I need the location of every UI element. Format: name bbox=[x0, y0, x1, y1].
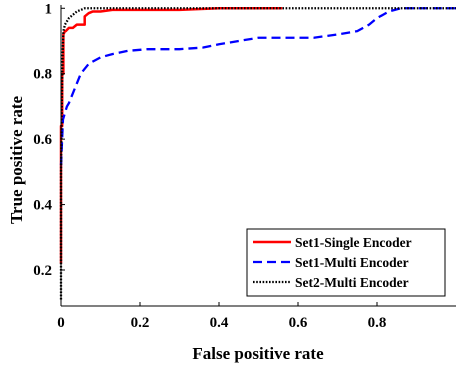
legend-label-1: Set1-Single Encoder bbox=[295, 235, 412, 250]
x-tick-label: 0.4 bbox=[210, 315, 229, 331]
y-tick-label: 1 bbox=[45, 1, 53, 17]
series-line-3 bbox=[59, 7, 456, 300]
legend: Set1-Single Encoder Set1-Multi Encoder Set… bbox=[246, 228, 446, 297]
y-axis-title: True positive rate bbox=[7, 96, 26, 225]
x-tick-label: 0.2 bbox=[131, 315, 150, 331]
y-tick-label: 0.8 bbox=[33, 67, 52, 83]
y-tick-label: 0.2 bbox=[33, 263, 52, 279]
series-line-2 bbox=[59, 7, 456, 166]
x-tick-label: 0 bbox=[57, 315, 65, 331]
y-tick-label: 0.6 bbox=[33, 132, 52, 148]
x-tick-label: 0.8 bbox=[368, 315, 387, 331]
legend-label-3: Set2-Multi Encoder bbox=[295, 275, 409, 290]
legend-label-2: Set1-Multi Encoder bbox=[295, 255, 409, 270]
axes-layer: 0 0.2 0.4 0.6 0.8 0.2 0.4 0.6 0.8 1 bbox=[33, 1, 456, 331]
x-axis-title: False positive rate bbox=[192, 344, 324, 363]
y-tick-label: 0.4 bbox=[33, 198, 52, 214]
legend-box bbox=[246, 228, 446, 297]
x-tick-label: 0.6 bbox=[289, 315, 308, 331]
